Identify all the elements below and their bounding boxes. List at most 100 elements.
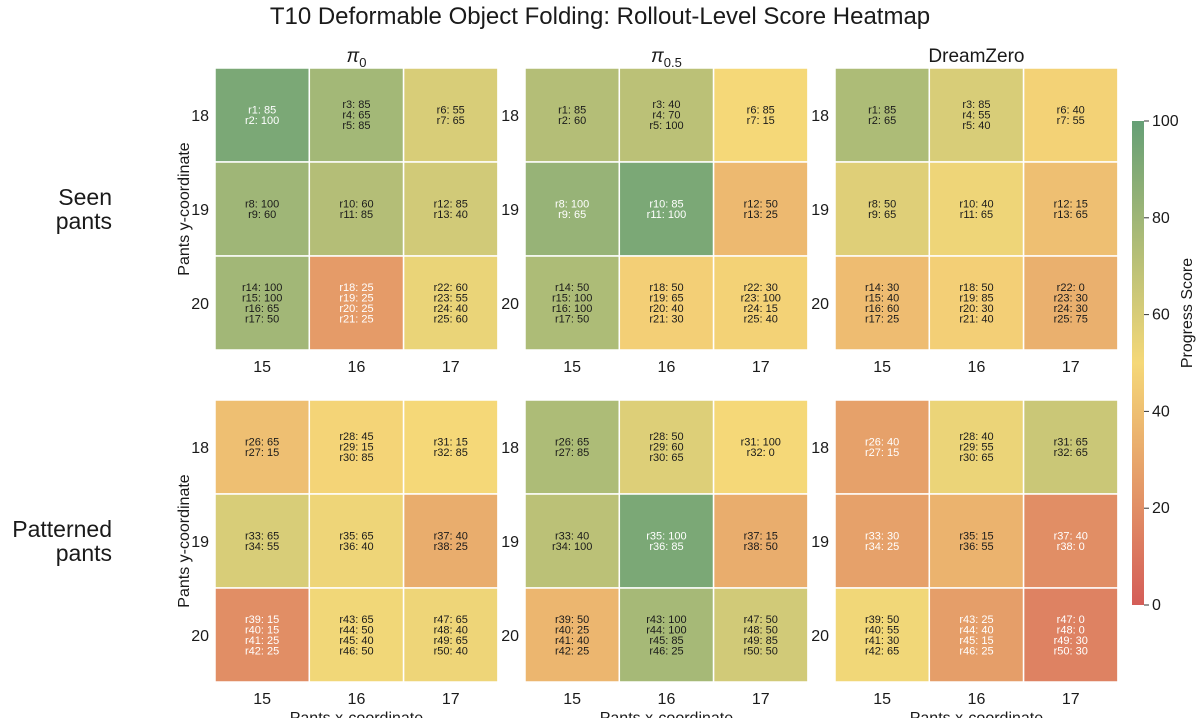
colorbar: 0 20 40 60 80 100 Progress Score — [1132, 113, 1196, 614]
cell-label: r24: 40 — [434, 303, 468, 315]
heatmap-cell — [928, 587, 1025, 683]
heatmap-cell — [524, 493, 621, 589]
colorbar-tick-label: 100 — [1152, 113, 1179, 130]
heatmap-cell — [308, 587, 405, 683]
heatmap-cell — [1022, 255, 1119, 351]
x-tick-label: 15 — [253, 691, 271, 708]
heatmap-cell — [1022, 587, 1119, 683]
cell-label: r23: 30 — [1054, 292, 1088, 304]
cell-label: r47: 0 — [1057, 614, 1085, 626]
cell-label: r17: 50 — [555, 313, 589, 325]
cell-label: r6: 55 — [437, 104, 465, 116]
cell-label: r11: 65 — [960, 209, 993, 221]
heatmap-cell — [834, 67, 931, 163]
cell-label: r42: 25 — [555, 645, 589, 657]
x-axis-label: Pants x-coordinate — [910, 710, 1044, 718]
y-tick-label: 20 — [501, 628, 519, 645]
y-tick-label: 19 — [501, 202, 519, 219]
cell-label: r5: 85 — [342, 120, 370, 132]
cell-label: r46: 50 — [339, 645, 373, 657]
cell-label: r17: 50 — [245, 313, 279, 325]
cell-label: r6: 40 — [1057, 104, 1085, 116]
x-tick-label: 17 — [1062, 691, 1080, 708]
heatmap-cell — [712, 399, 809, 495]
heatmap-cell — [524, 255, 621, 351]
cell-label: r37: 15 — [744, 530, 778, 542]
colorbar-tick-label: 60 — [1152, 307, 1170, 324]
heatmap-cell — [214, 493, 311, 589]
heatmap-cell — [308, 161, 405, 257]
cell-label: r4: 65 — [342, 110, 370, 122]
x-tick-label: 17 — [442, 359, 460, 376]
cell-label: r24: 15 — [744, 303, 778, 315]
x-tick-label: 17 — [752, 359, 770, 376]
cell-label: r29: 60 — [649, 442, 683, 454]
cell-label: r2: 65 — [868, 115, 896, 127]
cell-label: r41: 25 — [245, 635, 279, 647]
cell-label: r23: 100 — [741, 292, 781, 304]
panel-title: π0.5 — [651, 46, 682, 70]
cell-label: r45: 85 — [649, 635, 683, 647]
x-tick-label: 16 — [658, 691, 676, 708]
cell-label: r41: 40 — [555, 635, 589, 647]
x-tick-label: 17 — [1062, 359, 1080, 376]
cell-label: r45: 40 — [339, 635, 373, 647]
heatmap-cell — [308, 399, 405, 495]
cell-label: r1: 85 — [248, 104, 276, 116]
heatmap-cell — [524, 67, 621, 163]
cell-label: r16: 60 — [865, 303, 899, 315]
cell-label: r4: 55 — [962, 110, 990, 122]
cell-label: r20: 40 — [649, 303, 683, 315]
x-tick-label: 17 — [752, 691, 770, 708]
cell-label: r22: 0 — [1057, 282, 1085, 294]
cell-label: r3: 40 — [652, 99, 680, 111]
y-tick-label: 19 — [811, 202, 829, 219]
x-tick-label: 16 — [968, 359, 986, 376]
cell-label: r36: 55 — [959, 541, 993, 553]
cell-label: r14: 50 — [555, 282, 589, 294]
cell-label: r25: 40 — [744, 313, 778, 325]
cell-label: r36: 85 — [649, 541, 683, 553]
cell-label: r31: 100 — [741, 436, 781, 448]
cell-label: r16: 100 — [552, 303, 592, 315]
heatmap-cell — [618, 493, 715, 589]
cell-label: r23: 55 — [434, 292, 468, 304]
cell-label: r26: 40 — [865, 436, 899, 448]
cell-label: r9: 65 — [558, 209, 586, 221]
heatmap-cell — [928, 399, 1025, 495]
cell-label: r10: 85 — [649, 198, 683, 210]
cell-label: r13: 25 — [744, 209, 778, 221]
cell-label: r30: 85 — [339, 452, 373, 464]
heatmap-cell — [928, 255, 1025, 351]
cell-label: r25: 75 — [1054, 313, 1088, 325]
y-axis-label: Pants y-coordinate — [176, 142, 193, 276]
cell-label: r2: 100 — [245, 115, 279, 127]
cell-label: r19: 25 — [339, 292, 373, 304]
cell-label: r37: 40 — [434, 530, 468, 542]
colorbar-label: Progress Score — [1179, 258, 1196, 368]
cell-label: r9: 65 — [868, 209, 896, 221]
cell-label: r44: 100 — [646, 624, 686, 636]
cell-label: r13: 65 — [1054, 209, 1088, 221]
heatmap-cell — [928, 493, 1025, 589]
y-tick-label: 20 — [191, 628, 209, 645]
x-axis-label: Pants x-coordinate — [290, 710, 424, 718]
heatmap-cell — [1022, 493, 1119, 589]
y-tick-label: 18 — [191, 440, 209, 457]
cell-label: r18: 25 — [339, 282, 373, 294]
cell-label: r47: 65 — [434, 614, 468, 626]
cell-label: r39: 50 — [555, 614, 589, 626]
cell-label: r15: 40 — [865, 292, 899, 304]
cell-label: r27: 85 — [555, 447, 589, 459]
cell-label: r32: 65 — [1054, 447, 1088, 459]
y-tick-label: 18 — [811, 440, 829, 457]
y-tick-label: 18 — [811, 108, 829, 125]
y-tick-label: 19 — [191, 202, 209, 219]
cell-label: r21: 30 — [649, 313, 683, 325]
cell-label: r44: 40 — [959, 624, 993, 636]
cell-label: r20: 25 — [339, 303, 373, 315]
